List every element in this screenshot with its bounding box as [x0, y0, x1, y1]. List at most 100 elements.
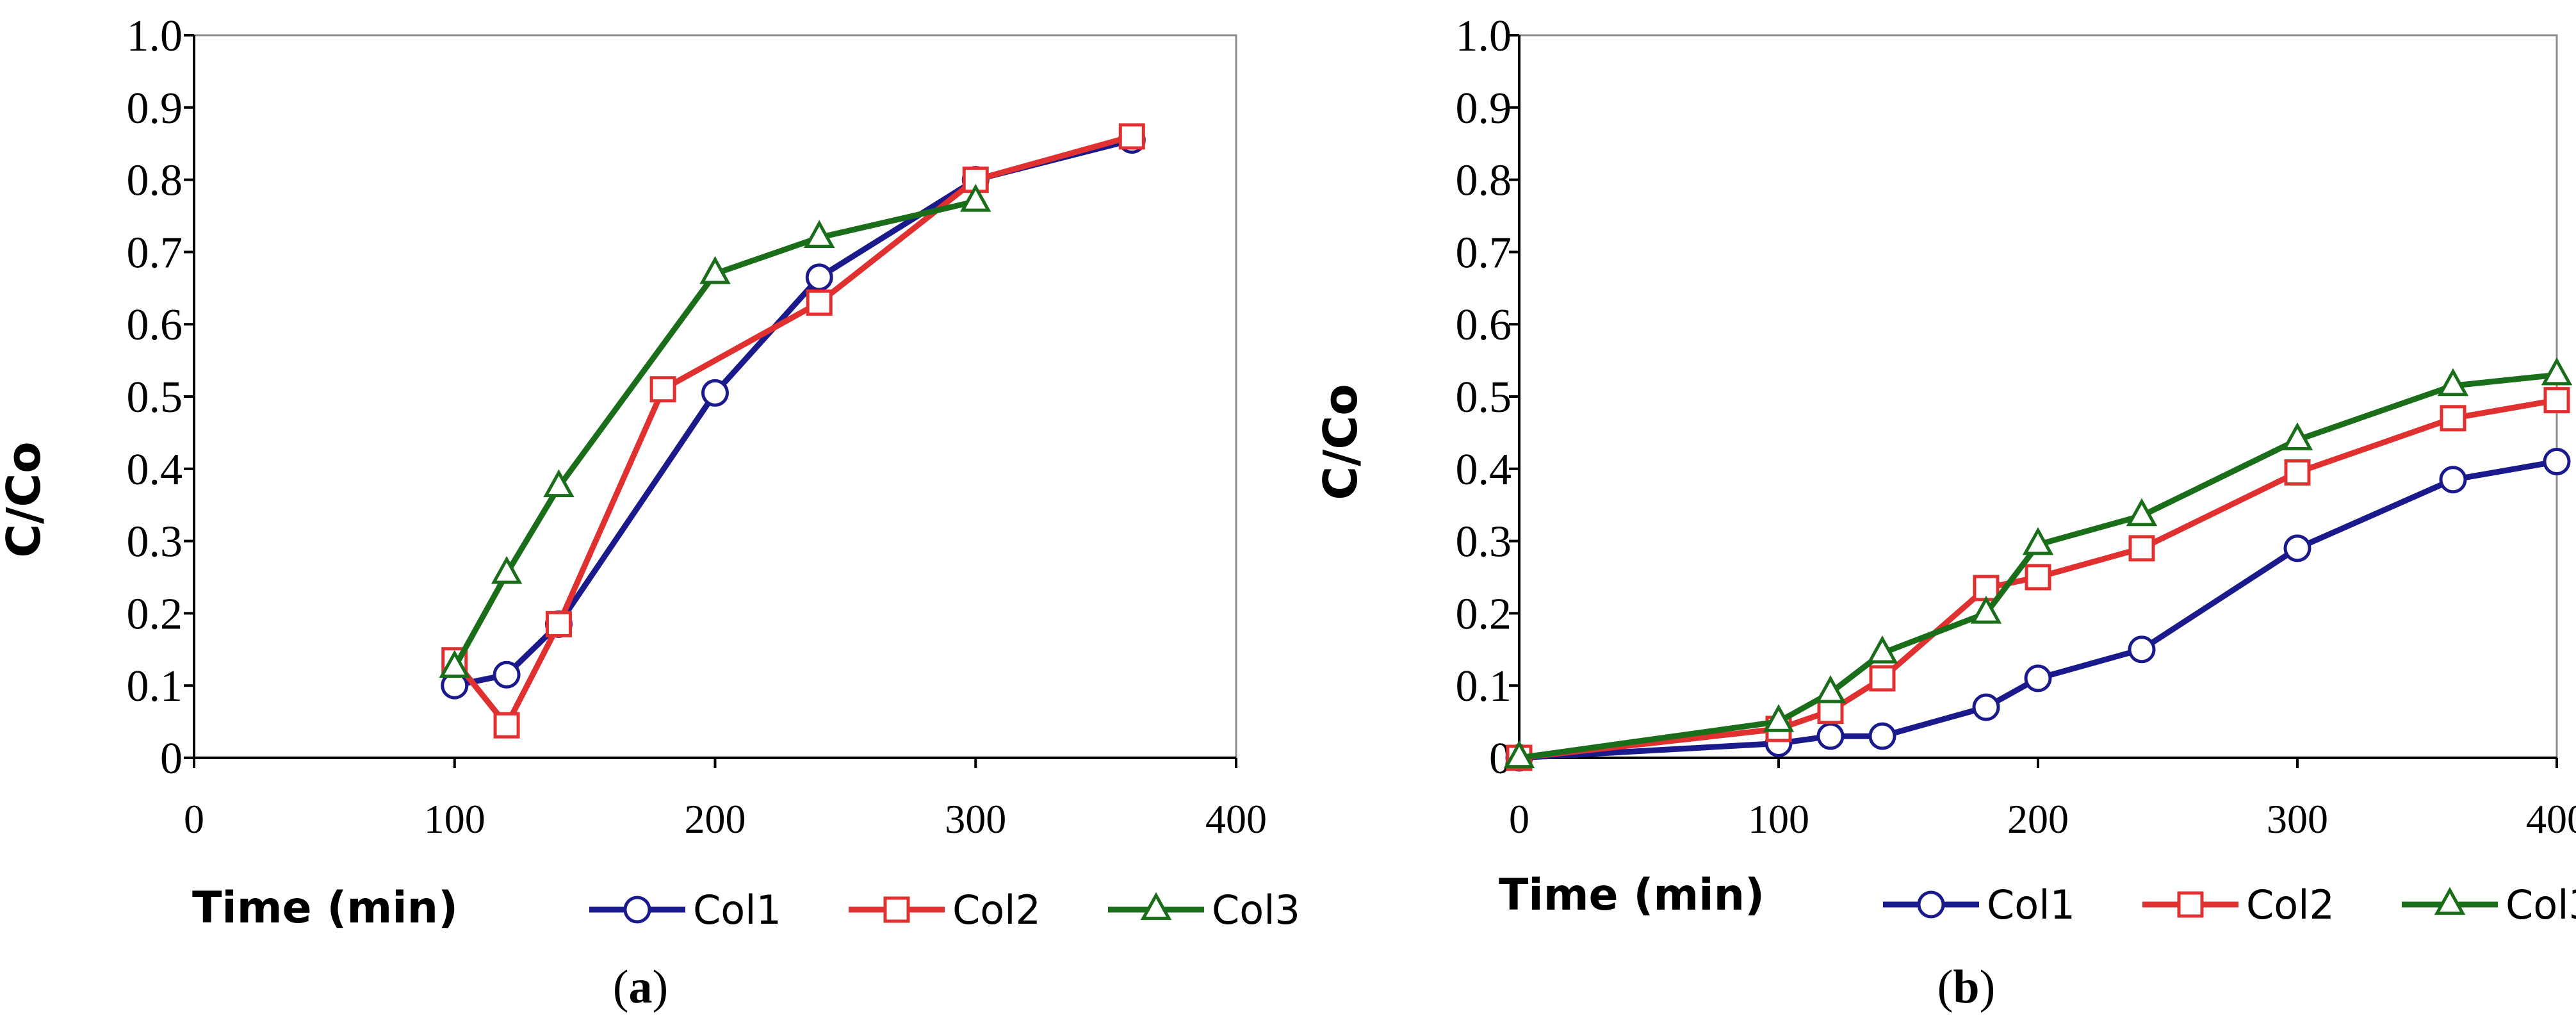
data-point-col3	[543, 469, 575, 498]
chart-panel-b: 00.10.20.30.40.50.60.70.80.91.00 100 200 30…	[1314, 12, 2576, 1013]
series-col2	[441, 123, 1145, 739]
y-tick-label: 0.2	[127, 589, 183, 639]
data-point-col2	[1118, 123, 1145, 150]
x-tick-label: 200	[685, 796, 746, 842]
y-tick-label: 0.5	[127, 373, 183, 422]
data-point-col2	[649, 376, 676, 403]
plot-frame	[1518, 34, 2558, 759]
legend-label: Col3	[1212, 887, 1300, 933]
legend-marker	[1140, 892, 1172, 921]
legend-item-col3: Col3	[2402, 881, 2576, 928]
y-tick-label: 1.0	[1456, 12, 1512, 61]
series-col3	[1503, 357, 2573, 769]
data-point-col1	[2128, 635, 2156, 664]
data-point-col2	[545, 610, 572, 637]
series-col2	[1506, 387, 2570, 771]
data-point-col3	[2437, 368, 2469, 397]
y-tick-label: 0.3	[127, 518, 183, 567]
series-col3	[439, 183, 991, 678]
legend: Col1 Col2 Col3	[1883, 881, 2576, 928]
data-point-col3	[1866, 635, 1898, 664]
data-point-col2	[806, 289, 833, 316]
y-tick-label: 0.4	[1456, 445, 1512, 495]
x-axis-label: Time (min)	[192, 883, 458, 933]
panel-label-close: )	[653, 961, 669, 1013]
x-axis-label: Time (min)	[1499, 870, 1765, 921]
data-point-col3	[960, 183, 991, 212]
y-tick-label: 0.5	[1456, 373, 1512, 422]
data-point-col3	[491, 555, 523, 584]
data-point-col1	[2024, 664, 2052, 692]
series-line-col1	[1519, 459, 2557, 761]
data-point-col3	[1970, 595, 2002, 624]
data-point-col1	[2283, 534, 2311, 562]
series-line-col1	[453, 137, 1133, 689]
data-point-col2	[2284, 459, 2311, 486]
data-point-col3	[439, 650, 470, 678]
data-point-col1	[1972, 693, 2000, 721]
legend-label: Col2	[2246, 881, 2335, 928]
y-tick-label: 0.8	[127, 156, 183, 206]
data-point-col3	[2541, 357, 2573, 386]
data-point-col1	[2543, 448, 2571, 476]
y-tick-label: 0.9	[127, 84, 183, 133]
data-point-col2	[493, 712, 520, 739]
legend-marker	[2434, 887, 2466, 915]
data-point-col1	[1816, 722, 1845, 750]
panel-label-open: (	[613, 961, 629, 1013]
data-point-col3	[1763, 704, 1795, 732]
legend: Col1 Col2 Col3	[589, 887, 1300, 933]
y-tick-label: 0.4	[127, 445, 183, 495]
legend-marker	[883, 896, 910, 923]
legend-label: Col2	[952, 887, 1041, 933]
y-tick-label: 0.2	[1456, 589, 1512, 639]
series-line-col3	[1519, 372, 2557, 761]
panel-label: (a)	[613, 961, 668, 1013]
y-tick-label: 0.1	[1456, 662, 1512, 711]
data-point-col2	[2543, 387, 2570, 414]
y-axis-label: C/Co	[1314, 384, 1367, 500]
data-point-col3	[803, 220, 835, 249]
data-point-col2	[2128, 535, 2155, 562]
x-tick-label: 300	[945, 796, 1006, 842]
legend-item-col2: Col2	[2142, 881, 2335, 928]
panel-label-letter: b	[1953, 961, 1979, 1013]
x-tick-label: 300	[2267, 796, 2328, 842]
series-line-col3	[452, 199, 977, 669]
data-point-col1	[805, 263, 833, 291]
panel-label-letter: a	[629, 961, 653, 1013]
legend-label: Col1	[693, 887, 781, 933]
y-tick-label: 0.3	[1456, 518, 1512, 567]
data-point-col3	[1814, 675, 1846, 703]
data-point-col1	[2439, 466, 2467, 494]
data-point-col2	[1973, 575, 2000, 602]
legend-item-col1: Col1	[1883, 881, 2075, 928]
x-tick-label: 0	[184, 796, 204, 842]
x-tick-label: 100	[1748, 796, 1809, 842]
legend-item-col1: Col1	[589, 887, 781, 933]
panel-label-close: )	[1980, 961, 1996, 1013]
data-point-col2	[2025, 564, 2051, 591]
legend-marker	[1917, 890, 1945, 919]
y-tick-label: 1.0	[127, 12, 183, 61]
data-point-col3	[2281, 422, 2313, 450]
data-point-col2	[2440, 405, 2466, 432]
x-tick-label: 400	[1205, 796, 1267, 842]
x-tick-label: 100	[424, 796, 485, 842]
y-tick-label: 0	[160, 734, 183, 783]
panel-label-open: (	[1937, 961, 1953, 1013]
data-point-col3	[2022, 527, 2054, 555]
y-tick-label: 0.7	[1456, 228, 1512, 277]
y-tick-label: 0.6	[1456, 300, 1512, 350]
y-tick-label: 0.7	[127, 228, 183, 277]
chart-panel-a: 0 0.1 0.2 0.3 0.4 0.5 0.6 0.7 0.8 0.9 1.0 0 100 200 30…	[0, 12, 1300, 1013]
data-point-col1	[493, 660, 521, 689]
panel-label: (b)	[1937, 961, 1995, 1013]
legend-marker	[623, 896, 651, 924]
data-point-col3	[1503, 740, 1535, 769]
x-tick-label: 200	[2007, 796, 2069, 842]
data-point-col3	[2126, 498, 2158, 527]
y-tick-label: 0.1	[127, 662, 183, 711]
data-point-col2	[1869, 665, 1896, 692]
